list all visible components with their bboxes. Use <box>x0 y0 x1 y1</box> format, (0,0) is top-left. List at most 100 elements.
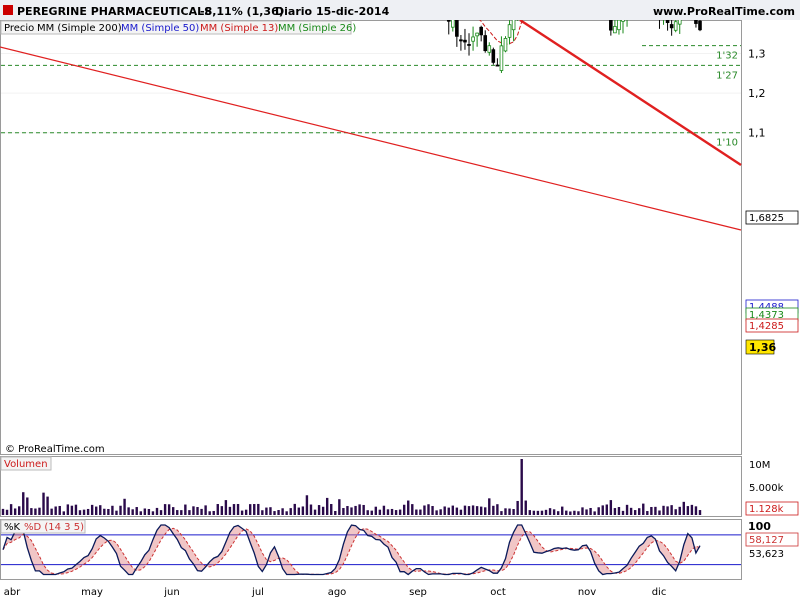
volume-bar[interactable] <box>674 509 677 515</box>
volume-bar[interactable] <box>678 506 681 515</box>
volume-bar[interactable] <box>62 511 65 515</box>
volume-bar[interactable] <box>26 497 29 515</box>
volume-bar[interactable] <box>459 509 463 515</box>
volume-legend[interactable]: Volumen <box>4 459 48 470</box>
volume-bar[interactable] <box>90 504 94 515</box>
volume-bar[interactable] <box>633 510 637 515</box>
volume-bar[interactable] <box>492 505 495 515</box>
volume-bar[interactable] <box>111 505 114 515</box>
volume-bar[interactable] <box>528 510 532 515</box>
volume-bar[interactable] <box>431 506 434 515</box>
candle[interactable] <box>499 36 504 73</box>
volume-bar[interactable] <box>398 509 402 515</box>
volume-bar[interactable] <box>54 506 57 515</box>
volume-bar[interactable] <box>228 506 232 515</box>
candle[interactable] <box>471 26 475 51</box>
volume-bar[interactable] <box>325 497 329 515</box>
volume-bar[interactable] <box>378 509 382 515</box>
volume-bar[interactable] <box>451 505 455 515</box>
steep-trendline[interactable] <box>519 18 742 167</box>
stochastic-legend-k[interactable]: %K <box>4 522 21 533</box>
volume-bar[interactable] <box>1 508 5 515</box>
volume-bar[interactable] <box>589 507 592 515</box>
volume-bar[interactable] <box>666 506 669 515</box>
candle[interactable] <box>487 42 492 56</box>
stochastic-k-line[interactable] <box>2 524 701 576</box>
volume-bar[interactable] <box>82 509 86 515</box>
candle[interactable] <box>613 18 617 34</box>
volume-bar[interactable] <box>159 510 163 515</box>
volume-bar[interactable] <box>131 509 134 515</box>
volume-bar[interactable] <box>9 504 13 515</box>
volume-bar[interactable] <box>301 506 305 515</box>
volume-bar[interactable] <box>171 507 175 515</box>
volume-bar[interactable] <box>374 506 378 515</box>
volume-bar[interactable] <box>556 511 560 515</box>
volume-bar[interactable] <box>601 505 604 515</box>
volume-bar[interactable] <box>338 499 341 515</box>
volume-bar[interactable] <box>248 504 252 515</box>
volume-bar[interactable] <box>212 510 215 515</box>
volume-bar[interactable] <box>74 504 78 515</box>
volume-bar[interactable] <box>78 510 82 515</box>
volume-bar[interactable] <box>548 508 552 515</box>
volume-bar[interactable] <box>220 506 224 515</box>
volume-bar[interactable] <box>236 503 240 515</box>
volume-bar[interactable] <box>536 510 540 515</box>
volume-bar[interactable] <box>573 510 576 515</box>
volume-bar[interactable] <box>115 510 118 515</box>
volume-bar[interactable] <box>50 508 53 515</box>
volume-bar[interactable] <box>532 510 536 515</box>
candle[interactable] <box>479 25 483 42</box>
volume-bar[interactable] <box>382 505 386 515</box>
volume-bar[interactable] <box>119 505 122 515</box>
volume-bar[interactable] <box>581 507 584 515</box>
volume-bar[interactable] <box>232 504 236 515</box>
volume-bar[interactable] <box>642 503 645 515</box>
volume-bar[interactable] <box>18 506 21 515</box>
volume-bar[interactable] <box>415 509 418 515</box>
candle[interactable] <box>495 58 500 67</box>
volume-bar[interactable] <box>257 503 260 515</box>
volume-bar[interactable] <box>285 511 288 515</box>
volume-bar[interactable] <box>321 506 325 515</box>
volume-bar[interactable] <box>261 510 264 515</box>
volume-bar[interactable] <box>625 504 629 515</box>
volume-bar[interactable] <box>484 507 487 515</box>
volume-bar[interactable] <box>690 504 694 515</box>
volume-bar[interactable] <box>13 508 17 515</box>
volume-bar[interactable] <box>504 508 507 515</box>
volume-bar[interactable] <box>342 508 345 515</box>
volume-bar[interactable] <box>277 510 280 515</box>
volume-bar[interactable] <box>629 507 633 515</box>
volume-bar[interactable] <box>317 505 321 515</box>
volume-bar[interactable] <box>188 510 191 515</box>
volume-bar[interactable] <box>139 511 142 515</box>
volume-bar[interactable] <box>617 507 621 515</box>
volume-bar[interactable] <box>313 509 317 515</box>
volume-bar[interactable] <box>123 498 126 515</box>
candle[interactable] <box>467 33 471 56</box>
candle[interactable] <box>463 28 467 50</box>
stochastic-d-line[interactable] <box>2 527 701 576</box>
volume-bar[interactable] <box>293 503 296 515</box>
volume-bar[interactable] <box>585 509 588 515</box>
volume-bar[interactable] <box>58 505 61 515</box>
candle[interactable] <box>503 36 508 53</box>
candle[interactable] <box>507 20 512 45</box>
volume-bar[interactable] <box>354 505 357 515</box>
volume-bar[interactable] <box>358 504 361 515</box>
volume-bar[interactable] <box>694 506 698 515</box>
volume-bar[interactable] <box>143 508 147 515</box>
volume-bar[interactable] <box>224 500 228 515</box>
volume-bar[interactable] <box>46 496 49 515</box>
volume-bar[interactable] <box>524 500 527 515</box>
volume-bar[interactable] <box>577 511 580 515</box>
volume-bar[interactable] <box>265 507 268 515</box>
volume-bar[interactable] <box>22 492 25 515</box>
volume-bar[interactable] <box>180 510 183 515</box>
volume-bar[interactable] <box>463 505 467 515</box>
volume-bar[interactable] <box>390 508 394 515</box>
volume-bar[interactable] <box>362 504 365 515</box>
volume-bar[interactable] <box>147 509 151 515</box>
